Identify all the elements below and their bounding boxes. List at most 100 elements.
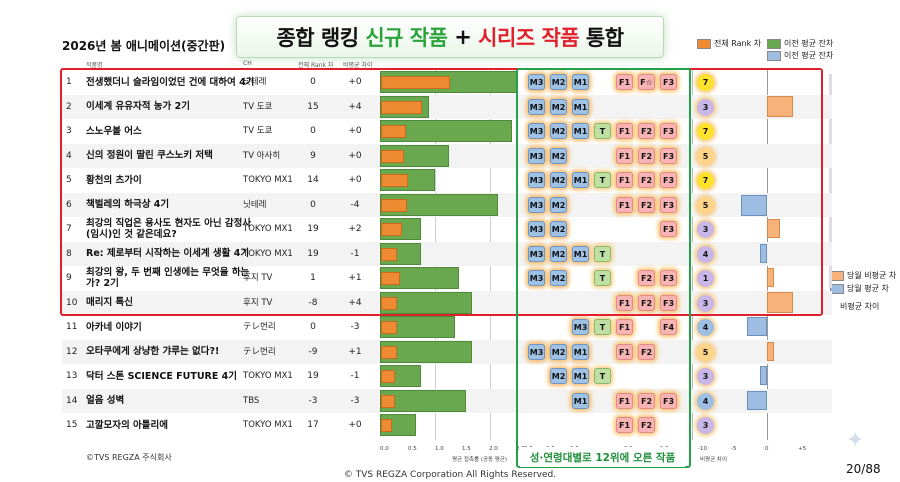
row-channel: TV 도쿄 [243, 126, 273, 136]
row-rank-diff: 17 [307, 420, 319, 430]
demographic-badge: F1 [616, 74, 633, 90]
table-row[interactable]: 9 최강의 왕, 두 번째 인생에는 무엇을 하는가? 2기 후지 TV 1 +1 M3 M… [62, 266, 832, 290]
row-channel: 닛테레 [243, 77, 267, 87]
demographic-badge: T [594, 123, 611, 139]
row-rank: 11 [66, 322, 78, 332]
demographic-badge: T [594, 172, 611, 188]
previous-average-bar [380, 389, 467, 412]
header-rank: 전체 Rank 차 [298, 62, 334, 69]
row-channel: TV 도쿄 [243, 101, 273, 112]
table-row[interactable]: 11 아카네 이야기 テレ번리 0 -3 M3 T F1 F4 4 [62, 315, 832, 339]
axis-tick: -5 [731, 446, 737, 452]
row-rank-diff: 0 [310, 199, 316, 210]
table-row[interactable]: 14 얼음 성벽 TBS -3 -3 M1 F1 F2 F3 4 [62, 388, 832, 413]
row-channel: TBS [243, 395, 260, 406]
row-title: 고깔모자의 아틀리에 [86, 419, 168, 431]
table-row[interactable]: 8 Re: 제로부터 시작하는 이세계 생활 4기 TOKYO MX1 19 -1 M3 M… [62, 241, 832, 266]
row-rank: 4 [66, 150, 72, 161]
demographic-badge: M1 [572, 245, 589, 262]
demographic-badge: F1 [616, 196, 633, 213]
demographic-badge: F2 [638, 147, 655, 164]
banner-part4: 시리즈 작품 [478, 26, 580, 50]
demographic-badge: F2 [638, 172, 655, 188]
demographic-badge: F2 [638, 196, 655, 213]
row-diff: -1 [350, 248, 360, 259]
demographic-badge: M3 [528, 270, 545, 286]
score-circle: 7 [697, 74, 714, 91]
legend-swatch [767, 38, 781, 49]
demographic-badge: F1 [616, 392, 633, 409]
demographic-badge: F1 [616, 172, 633, 188]
axis-tick: 0.0 [380, 446, 389, 452]
previous-average-bar [380, 340, 472, 363]
row-diff: +0 [348, 126, 362, 136]
table-row[interactable]: 10 매리지 톡신 후지 TV -8 +4 F1 F2 F3 3 [62, 290, 832, 315]
row-rank-diff: 19 [307, 371, 319, 381]
rank-diff-bar [381, 345, 398, 359]
table-row[interactable]: 6 책벌레의 하극상 4기 닛테레 0 -4 M3 M2 F1 F2 F3 5 [62, 192, 832, 217]
table-row[interactable]: 2 이세계 유유자적 농가 2기 TV 도쿄 15 +4 M3 M2 M1 3 [62, 94, 832, 119]
demographic-badge: M1 [572, 172, 589, 188]
demographic-badge: F1 [616, 319, 633, 335]
table-row[interactable]: 12 오타쿠에게 상냥한 갸루는 없다?! テレ번리 -9 +1 M3 M2 M1 F1 F2 5 [62, 339, 832, 364]
previous-average-bar [380, 193, 498, 216]
demographic-badge: F3 [660, 392, 677, 409]
deviation-bar [747, 317, 767, 336]
header-title: 작품명 [86, 62, 103, 69]
row-diff: +2 [348, 224, 362, 234]
table-row[interactable]: 5 황천의 츠가이 TOKYO MX1 14 +0 M3 M2 M1 T F1 F2 F3 7 [62, 168, 832, 192]
demographic-badge: M2 [550, 123, 567, 139]
score-circle: 5 [697, 343, 714, 361]
row-rank: 7 [66, 224, 72, 234]
table-row[interactable]: 7 최강의 직업은 용사도 현자도 아닌 감정사(임시)인 것 같은데요? TOKY… [62, 217, 832, 241]
row-diff: +1 [348, 273, 362, 283]
row-diff: +4 [348, 101, 362, 112]
demographic-badge: M2 [550, 221, 567, 237]
demographic-badge: F3 [660, 221, 677, 237]
table-row[interactable]: 3 스노우볼 어스 TV 도쿄 0 +0 M3 M2 M1 T F1 F2 F3 7 [62, 119, 832, 143]
row-channel: 후지 TV [243, 297, 273, 308]
demographic-badge: F3 [660, 172, 677, 188]
demographic-badge: M2 [550, 98, 567, 115]
deviation-bar [747, 390, 767, 410]
row-title: 이세계 유유자적 농가 2기 [86, 101, 190, 112]
demographic-badge: F1 [616, 123, 633, 139]
table-row[interactable]: 15 고깔모자의 아틀리에 TOKYO MX1 17 +0 F1 F2 3 [62, 413, 832, 437]
demographic-badge: F2 [638, 123, 655, 139]
row-rank-diff: 19 [307, 248, 319, 259]
score-circle: 3 [697, 417, 714, 434]
axis-tick: +5 [798, 446, 807, 452]
table-row[interactable]: 13 닥터 스톤 SCIENCE FUTURE 4기 TOKYO MX1 19 -1 M2… [62, 364, 832, 388]
legend-item: 이전 평균 잔차 [767, 50, 833, 61]
deviation-bar [767, 291, 794, 313]
row-channel: TV 아사히 [243, 150, 281, 161]
table-row[interactable]: 4 신의 정원이 딸린 쿠스노키 저택 TV 아사히 9 +0 M3 M2 F1 F2 F3 5 [62, 143, 832, 168]
demographic-badge: F1 [616, 294, 633, 311]
row-rank: 13 [66, 371, 78, 381]
slide-banner: 종합 랭킹 신규 작품 + 시리즈 작품 통합 [236, 16, 664, 58]
demographic-badge: M3 [528, 98, 545, 115]
deviation-bar [767, 95, 794, 117]
row-title: 스노우볼 어스 [86, 125, 142, 137]
demographic-badge: M1 [572, 343, 589, 360]
demographic-badge: T [594, 319, 611, 335]
row-rank: 15 [66, 420, 78, 430]
score-circle: 4 [697, 392, 714, 410]
demographic-badge: F3 [660, 123, 677, 139]
deviation-bar [767, 341, 774, 361]
header-channel: CH [243, 60, 252, 67]
page-number: 20/88 [846, 462, 881, 476]
banner-part1: 종합 랭킹 [276, 26, 359, 50]
scrollbar[interactable] [829, 74, 832, 288]
row-title: 책벌레의 하극상 4기 [86, 199, 170, 210]
rank-diff-bar [381, 296, 398, 310]
previous-average-bar [380, 316, 456, 338]
demographic-badge: M3 [572, 319, 589, 335]
demographic-badge: F3 [660, 74, 677, 90]
demographic-badge: M2 [550, 245, 567, 262]
row-title: 매리지 톡신 [86, 297, 134, 308]
demographic-badge: M2 [550, 343, 567, 360]
legend-label: 전체 Rank 차 [714, 39, 762, 48]
deviation-bar [740, 194, 767, 216]
row-diff: +0 [348, 420, 362, 430]
